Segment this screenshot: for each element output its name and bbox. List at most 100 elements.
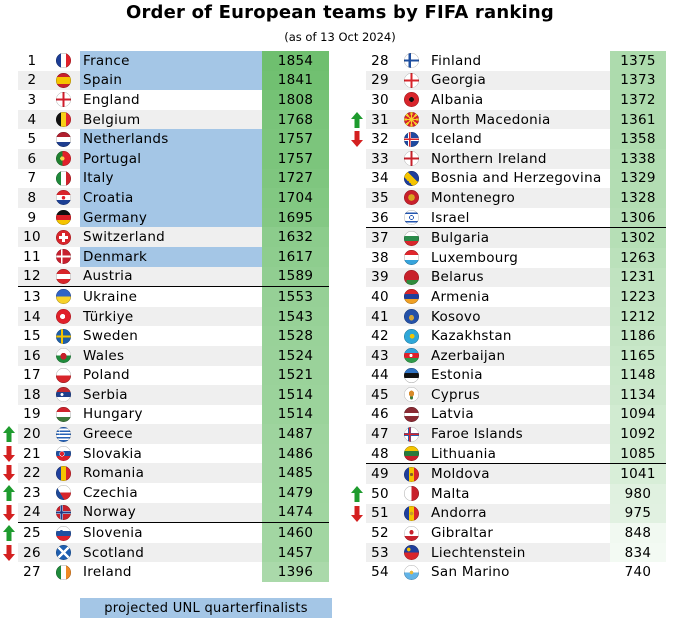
rank-cell: 29	[371, 72, 389, 89]
points-cell: 1553	[262, 287, 329, 307]
table-row: 12 Austria 1589	[18, 266, 329, 287]
table-row: 36 Israel 1306	[366, 207, 666, 228]
table-row: 48 Lithuania 1085	[366, 443, 666, 464]
table-row: 49 Moldova 1041	[366, 463, 666, 485]
rank-cell: 13	[23, 288, 41, 305]
points-cell: 1487	[262, 424, 329, 444]
table-row: 18 Serbia 1514	[18, 385, 329, 405]
points-cell: 1528	[262, 326, 329, 346]
flag-cell	[46, 289, 80, 305]
rank-cell: 8	[27, 189, 37, 206]
flag-cell	[46, 525, 80, 541]
team-name-cell: Romania	[83, 465, 145, 482]
points-cell: 975	[610, 503, 666, 524]
table-row: 35 Montenegro 1328	[366, 188, 666, 208]
table-row: 38 Luxembourg 1263	[366, 247, 666, 268]
rank-cell: 3	[27, 91, 37, 108]
england-flag-icon	[55, 92, 71, 108]
points-cell: 1457	[262, 542, 329, 563]
points-cell: 1338	[610, 148, 666, 169]
points-cell: 1231	[610, 267, 666, 288]
kosovo-flag-icon	[403, 309, 419, 325]
points-cell: 1543	[262, 306, 329, 327]
flag-cell	[46, 249, 80, 265]
points-cell: 1695	[262, 207, 329, 228]
slovenia-flag-icon	[55, 525, 71, 541]
scotland-flag-icon	[55, 545, 71, 561]
arrow-up-icon	[350, 485, 364, 503]
team-name-cell: Scotland	[83, 544, 145, 561]
flag-cell	[46, 446, 80, 462]
rank-cell: 48	[371, 445, 389, 462]
hungary-flag-icon	[55, 406, 71, 422]
flag-cell	[46, 92, 80, 108]
table-row: 32 Iceland 1358	[351, 129, 666, 149]
points-cell: 1617	[262, 246, 329, 267]
points-cell: 1165	[610, 345, 666, 366]
spain-flag-icon	[55, 72, 71, 88]
rank-cell: 24	[23, 504, 41, 521]
team-name-cell: Azerbaijan	[431, 347, 506, 364]
rank-cell: 52	[371, 525, 389, 542]
arrow-down-icon	[2, 445, 16, 463]
points-cell: 1514	[262, 385, 329, 405]
arrow-up-icon	[2, 484, 16, 502]
table-row: 29 Georgia 1373	[366, 70, 666, 91]
rank-cell: 32	[371, 131, 389, 148]
flag-cell	[46, 545, 80, 561]
rank-cell: 18	[23, 386, 41, 403]
flag-cell	[46, 112, 80, 128]
team-name-cell: Latvia	[431, 406, 474, 423]
table-row: 24 Norway 1474	[3, 502, 329, 523]
table-row: 19 Hungary 1514	[18, 404, 329, 425]
estonia-flag-icon	[403, 367, 419, 383]
flag-cell	[394, 131, 428, 147]
points-cell: 1485	[262, 463, 329, 484]
flag-cell	[46, 268, 80, 284]
rank-cell: 14	[23, 308, 41, 325]
points-cell: 1372	[610, 90, 666, 110]
table-row: 25 Slovenia 1460	[3, 522, 329, 543]
rank-cell: 11	[23, 248, 41, 265]
rank-cell: 28	[371, 52, 389, 69]
table-row: 2 Spain 1841	[18, 70, 329, 91]
team-name-cell: Switzerland	[83, 229, 166, 246]
montenegro-flag-icon	[403, 190, 419, 206]
flag-cell	[46, 406, 80, 422]
flag-cell	[394, 426, 428, 442]
table-row: 51 Andorra 975	[351, 503, 666, 524]
table-row: 16 Wales 1524	[18, 345, 329, 366]
team-name-cell: Albania	[431, 91, 484, 108]
flag-cell	[46, 367, 80, 383]
rank-cell: 42	[371, 328, 389, 345]
table-row: 40 Armenia 1223	[366, 287, 666, 307]
team-name-cell: Germany	[80, 207, 262, 228]
rank-cell: 34	[371, 170, 389, 187]
table-row: 23 Czechia 1479	[3, 483, 329, 503]
luxembourg-flag-icon	[403, 250, 419, 266]
flag-cell	[46, 309, 80, 325]
rank-cell: 26	[23, 544, 41, 561]
ireland-flag-icon	[55, 564, 71, 580]
flag-cell	[394, 328, 428, 344]
flag-cell	[46, 426, 80, 442]
flag-cell	[46, 564, 80, 580]
team-name-cell: Israel	[431, 209, 470, 226]
team-name-cell: Finland	[431, 52, 482, 69]
turkiye-flag-icon	[55, 309, 71, 325]
table-row: 26 Scotland 1457	[3, 542, 329, 563]
flag-cell	[46, 190, 80, 206]
team-name-cell: Poland	[83, 367, 130, 384]
flag-cell	[46, 210, 80, 226]
flag-cell	[394, 112, 428, 128]
rank-cell: 49	[371, 466, 389, 483]
team-name-cell: Croatia	[80, 188, 262, 208]
points-cell: 1212	[610, 306, 666, 327]
faroe-islands-flag-icon	[403, 426, 419, 442]
table-row: 39 Belarus 1231	[366, 267, 666, 288]
georgia-flag-icon	[403, 72, 419, 88]
team-name-cell: Türkiye	[83, 308, 134, 325]
rank-cell: 1	[27, 52, 37, 69]
rank-cell: 54	[371, 564, 389, 581]
rank-cell: 23	[23, 484, 41, 501]
